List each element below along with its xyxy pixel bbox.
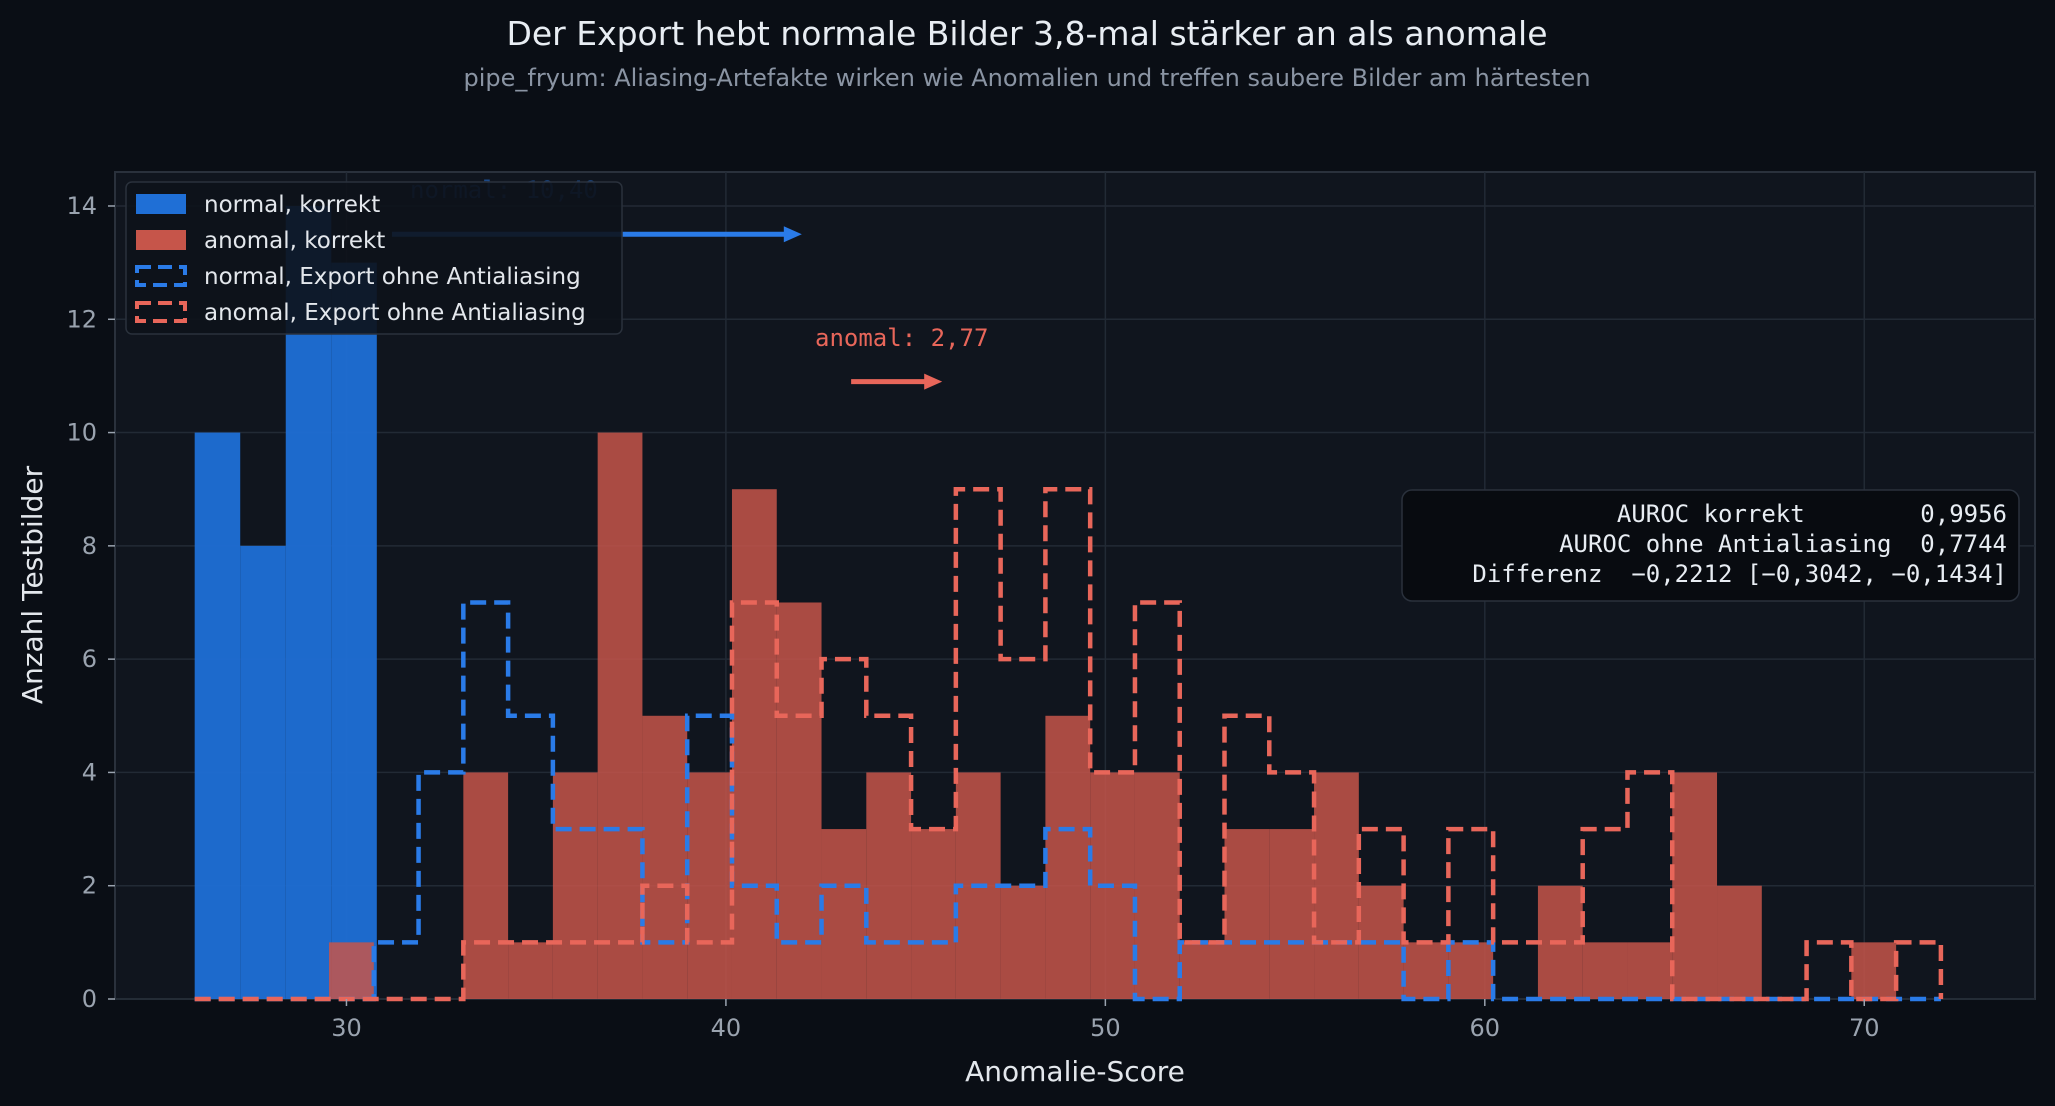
legend-label-normal-export: normal, Export ohne Antialiasing [204,264,581,290]
annotation-arrowhead-anomal [924,373,943,390]
bar-anomal-11 [687,772,732,999]
auroc-row-difference: Differenz −0,2212 [−0,3042, −0,1434] [1472,560,2007,588]
bar-anomal-24 [1269,829,1315,999]
x-tick-label-2: 50 [1090,1014,1121,1042]
y-tick-label-1: 2 [82,872,97,900]
bar-normal-3 [331,262,377,999]
bar-anomal-34 [1717,885,1762,999]
bar-anomal-19 [1045,715,1091,999]
bar-normal-1 [240,545,286,999]
bar-anomal-13 [776,602,822,999]
legend-box [125,181,623,335]
x-axis-label: Anomalie-Score [965,1055,1185,1088]
y-axis-label: Anzahl Testbilder [16,465,49,704]
chart-title: Der Export hebt normale Bilder 3,8-mal s… [506,14,1547,53]
auroc-row-correct: AUROC korrekt 0,9956 [1530,500,2007,528]
legend-swatch-normal [136,194,186,214]
auroc-stats-box: AUROC korrekt 0,9956 AUROC ohne Antialia… [1401,489,2020,602]
x-tick-label-4: 70 [1849,1014,1880,1042]
bar-anomal-12 [731,489,777,999]
y-tick-label-3: 6 [82,645,97,673]
legend: normal, korrekt anomal, korrekt normal, … [125,181,623,335]
bar-anomal-14 [821,829,867,999]
bar-anomal-37 [1851,942,1897,999]
bar-anomal-16 [911,829,956,999]
legend-label-normal: normal, korrekt [204,192,380,218]
legend-label-anomal: anomal, korrekt [204,228,385,254]
x-tick-label-0: 30 [331,1014,362,1042]
histogram-steps [194,486,1944,1002]
bar-anomal-15 [866,772,912,999]
legend-swatch-anomal [136,230,186,250]
legend-swatch-normal-export [135,265,187,287]
bar-anomal-3 [329,942,374,999]
bar-anomal-7 [508,942,553,999]
auroc-box-background [1401,489,2020,602]
annotation-anomal-label: anomal: 2,77 [815,324,988,352]
bar-anomal-18 [1000,885,1046,999]
y-tick-label-2: 4 [82,758,97,786]
histogram-bars [194,205,1897,999]
bar-normal-2 [285,205,332,999]
x-tick-label-3: 60 [1470,1014,1501,1042]
axis-ticks: 30 40 50 60 70 0 2 4 6 8 10 12 14 [66,192,1879,1042]
bar-anomal-25 [1314,772,1359,999]
annotation-arrowhead-normal [783,226,802,243]
bar-anomal-6 [463,772,509,999]
bar-anomal-28 [1448,942,1494,999]
y-tick-label-0: 0 [82,985,97,1013]
y-tick-label-7: 14 [66,192,97,220]
bar-anomal-32 [1627,942,1673,999]
chart-subtitle: pipe_fryum: Aliasing-Artefakte wirken wi… [463,64,1590,92]
bar-anomal-23 [1224,829,1270,999]
bar-anomal-8 [552,772,598,999]
step-anomal-export [194,486,1944,1002]
y-tick-label-5: 10 [66,419,97,447]
bar-normal-0 [194,432,241,999]
y-tick-label-4: 8 [82,532,97,560]
bar-anomal-9 [597,432,643,999]
step-normal-export [194,600,1941,1002]
legend-swatch-anomal-export [135,301,187,323]
bar-anomal-10 [642,715,688,999]
bar-anomal-22 [1179,942,1225,999]
y-tick-label-6: 12 [66,305,97,333]
legend-label-anomal-export: anomal, Export ohne Antialiasing [204,300,586,326]
auroc-row-export: AUROC ohne Antialiasing 0,7744 [1530,530,2007,558]
bar-anomal-21 [1134,772,1180,999]
bar-anomal-33 [1672,772,1718,999]
bar-anomal-27 [1403,942,1449,999]
x-tick-label-1: 40 [711,1014,742,1042]
bar-anomal-31 [1582,942,1628,999]
